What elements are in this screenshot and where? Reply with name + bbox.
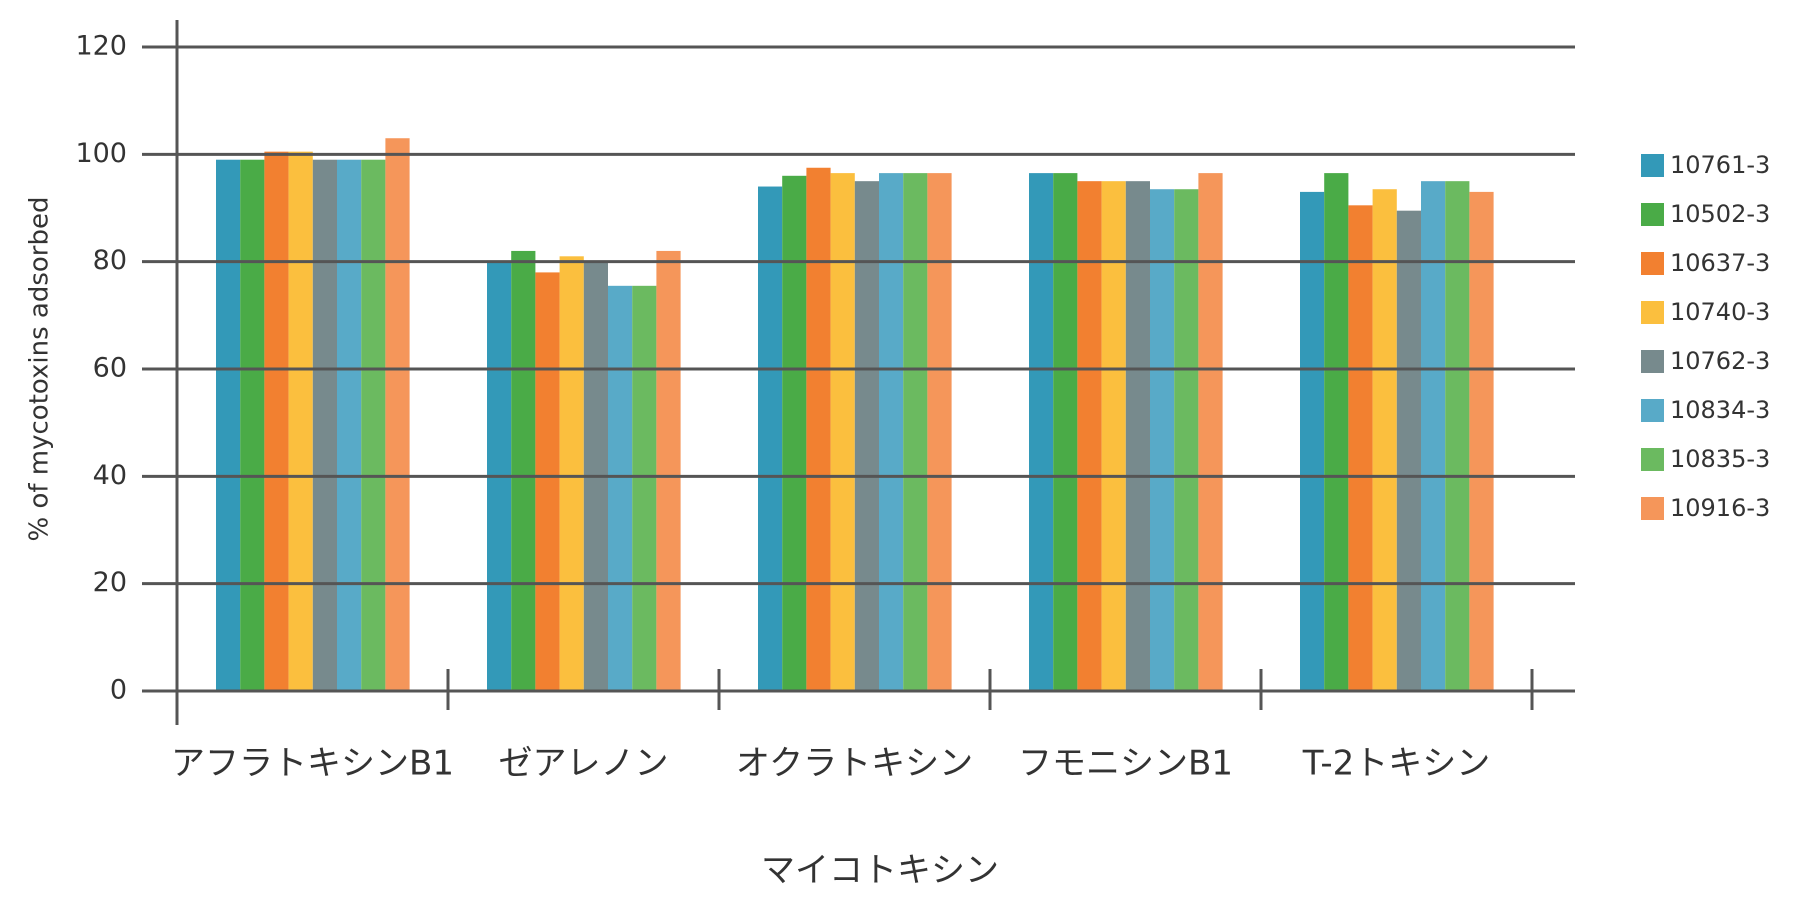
legend-label: 10740-3 bbox=[1670, 298, 1770, 326]
bar bbox=[1125, 181, 1150, 691]
bar bbox=[854, 181, 879, 691]
y-tick-label: 20 bbox=[93, 567, 127, 598]
bar bbox=[1198, 173, 1223, 691]
legend-label: 10835-3 bbox=[1670, 445, 1770, 473]
x-tick-label: アフラトキシンB1 bbox=[171, 744, 454, 784]
legend-swatch bbox=[1641, 448, 1664, 471]
bar bbox=[1421, 181, 1446, 691]
legend-label: 10916-3 bbox=[1670, 494, 1770, 522]
legend-label: 10502-3 bbox=[1670, 200, 1770, 228]
bar bbox=[758, 186, 783, 692]
bar bbox=[312, 159, 337, 691]
legend-swatch bbox=[1641, 301, 1664, 324]
bar bbox=[1469, 191, 1494, 691]
bar bbox=[1053, 173, 1078, 691]
legend-swatch bbox=[1641, 350, 1664, 373]
legend-label: 10761-3 bbox=[1670, 151, 1770, 179]
legend-swatch bbox=[1641, 252, 1664, 275]
legend-swatch bbox=[1641, 154, 1664, 177]
legend-swatch bbox=[1641, 399, 1664, 422]
bar bbox=[1029, 173, 1054, 691]
bar bbox=[782, 175, 807, 692]
bar bbox=[1101, 181, 1126, 691]
legend-swatch bbox=[1641, 497, 1664, 520]
legend-label: 10834-3 bbox=[1670, 396, 1770, 424]
y-tick-label: 40 bbox=[93, 460, 127, 491]
legend-label: 10762-3 bbox=[1670, 347, 1770, 375]
bar bbox=[806, 167, 831, 691]
y-tick-label: 80 bbox=[93, 245, 127, 276]
bar bbox=[337, 159, 362, 691]
bar bbox=[830, 173, 855, 691]
bar bbox=[1300, 191, 1325, 691]
bar bbox=[1150, 189, 1175, 691]
bar bbox=[1324, 173, 1349, 691]
bar bbox=[656, 250, 681, 691]
x-tick-label: オクラトキシン bbox=[736, 744, 973, 784]
x-tick-label: フモニシンB1 bbox=[1018, 744, 1233, 784]
bar bbox=[288, 151, 313, 691]
bar bbox=[535, 272, 560, 691]
bar bbox=[1372, 189, 1397, 691]
bar bbox=[216, 159, 241, 691]
y-tick-label: 60 bbox=[93, 353, 127, 384]
bar bbox=[903, 173, 928, 691]
bar bbox=[632, 285, 657, 691]
x-axis-title: マイコトキシン bbox=[761, 851, 999, 891]
bar bbox=[879, 173, 904, 691]
bar bbox=[361, 159, 386, 691]
x-tick-label: T-2トキシン bbox=[1302, 744, 1491, 784]
y-axis-title: % of mycotoxins adsorbed bbox=[25, 197, 55, 542]
y-tick-label: 100 bbox=[75, 138, 127, 169]
bar bbox=[927, 173, 952, 691]
bar bbox=[1445, 181, 1470, 691]
bar bbox=[608, 285, 633, 691]
bar bbox=[559, 256, 584, 691]
legend-swatch bbox=[1641, 203, 1664, 226]
x-tick-label: ゼアレノン bbox=[499, 744, 669, 784]
bar bbox=[264, 151, 289, 691]
bar bbox=[1348, 205, 1373, 692]
bar bbox=[1174, 189, 1199, 691]
y-tick-label: 120 bbox=[75, 31, 127, 62]
legend-label: 10637-3 bbox=[1670, 249, 1770, 277]
bar bbox=[1396, 210, 1421, 691]
bar bbox=[1077, 181, 1102, 691]
bar bbox=[240, 159, 265, 691]
bar bbox=[511, 250, 536, 691]
y-tick-label: 0 bbox=[110, 675, 127, 706]
bar bbox=[385, 138, 410, 691]
